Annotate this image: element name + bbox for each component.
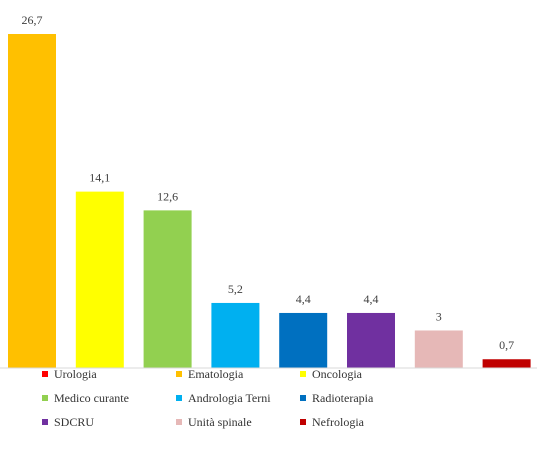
bar-value-label: 4,4 — [296, 292, 311, 306]
legend-swatch — [42, 395, 48, 401]
legend-label: SDCRU — [54, 414, 95, 429]
bar-oncologia — [75, 191, 124, 368]
legend-item-urologia: Urologia — [42, 364, 176, 384]
legend-item-unita-spinale: Unità spinale — [176, 412, 300, 432]
legend-swatch — [42, 419, 48, 425]
bar-value-label: 14,1 — [89, 171, 110, 185]
bar-value-label: 26,7 — [22, 13, 43, 27]
bar-value-label: 4,4 — [364, 292, 379, 306]
bar-ematologia — [8, 34, 56, 368]
legend-label: Ematologia — [188, 366, 244, 381]
legend-item-oncologia: Oncologia — [300, 364, 500, 384]
bar-value-label: 3 — [436, 309, 442, 323]
legend-label: Medico curante — [54, 390, 129, 405]
legend-item-nefrologia: Nefrologia — [300, 412, 500, 432]
bar-value-label: 5,2 — [228, 282, 243, 296]
legend-swatch — [300, 419, 306, 425]
legend-swatch — [42, 371, 48, 377]
legend-item-ematologia: Ematologia — [176, 364, 300, 384]
legend-item-sdcru: SDCRU — [42, 412, 176, 432]
bar-medico-curante — [143, 210, 192, 368]
legend-swatch — [300, 395, 306, 401]
legend-label: Nefrologia — [312, 414, 364, 429]
legend-label: Urologia — [54, 366, 97, 381]
bar-nefrologia — [482, 359, 531, 368]
legend-label: Andrologia Terni — [188, 390, 271, 405]
legend-label: Unità spinale — [188, 414, 252, 429]
legend-label: Radioterapia — [312, 390, 374, 405]
legend-item-medico-curante: Medico curante — [42, 388, 176, 408]
bar-value-label: 0,7 — [499, 338, 514, 352]
bar-radioterapia — [279, 312, 328, 368]
legend-swatch — [176, 395, 182, 401]
legend-label: Oncologia — [312, 366, 362, 381]
bar-andrologia-terni — [211, 302, 260, 368]
bar-value-label: 12,6 — [157, 189, 178, 203]
legend-swatch — [300, 371, 306, 377]
legend-swatch — [176, 419, 182, 425]
bar-sdcru — [347, 312, 395, 368]
legend-item-radioterapia: Radioterapia — [300, 388, 500, 408]
bar-unit-spinale — [414, 330, 463, 368]
bar-chart: 26,7 14,1 12,6 5,2 4,4 4,4 3 0,7 — [0, 13, 537, 369]
legend-swatch — [176, 371, 182, 377]
chart-legend: Urologia Ematologia Oncologia Medico cur… — [42, 364, 522, 432]
legend-item-andrologia-terni: Andrologia Terni — [176, 388, 300, 408]
